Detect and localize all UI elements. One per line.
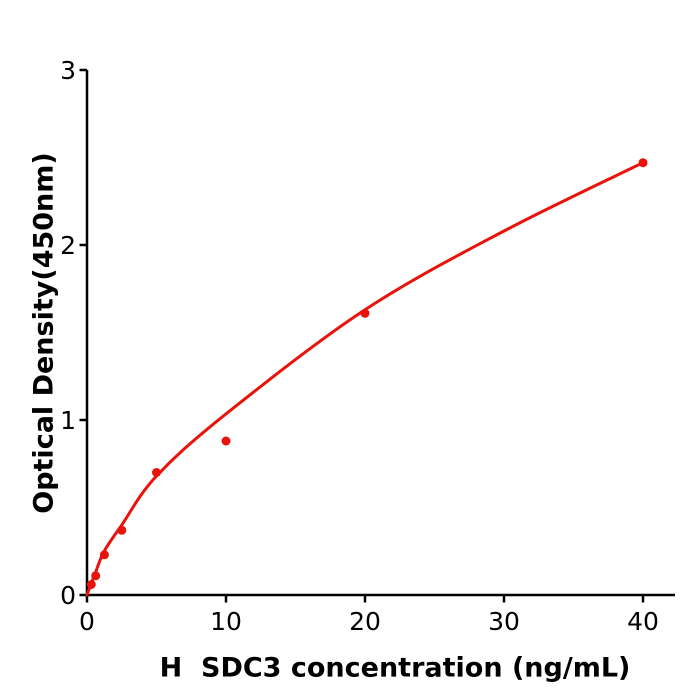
y-tick-label: 3 bbox=[60, 56, 76, 85]
x-axis-label: H SDC3 concentration (ng/mL) bbox=[159, 652, 631, 684]
data-point bbox=[221, 436, 231, 446]
data-point bbox=[360, 308, 370, 318]
data-point bbox=[152, 468, 161, 477]
y-axis-label: Optical Density(450nm) bbox=[28, 152, 60, 514]
y-tick-label: 1 bbox=[60, 406, 76, 435]
data-point bbox=[638, 158, 648, 168]
data-point bbox=[86, 580, 96, 589]
x-tick-label: 40 bbox=[627, 607, 659, 636]
fitted-curve-line bbox=[85, 161, 645, 597]
data-point bbox=[117, 525, 127, 535]
x-tick-label: 10 bbox=[210, 607, 242, 636]
data-point bbox=[99, 550, 109, 560]
x-tick-label: 0 bbox=[79, 607, 95, 636]
data-point bbox=[91, 571, 101, 581]
y-tick-label: 2 bbox=[60, 231, 76, 260]
x-tick-label: 30 bbox=[488, 607, 520, 636]
x-tick-label: 20 bbox=[349, 607, 381, 636]
y-tick-label: 0 bbox=[60, 581, 76, 610]
